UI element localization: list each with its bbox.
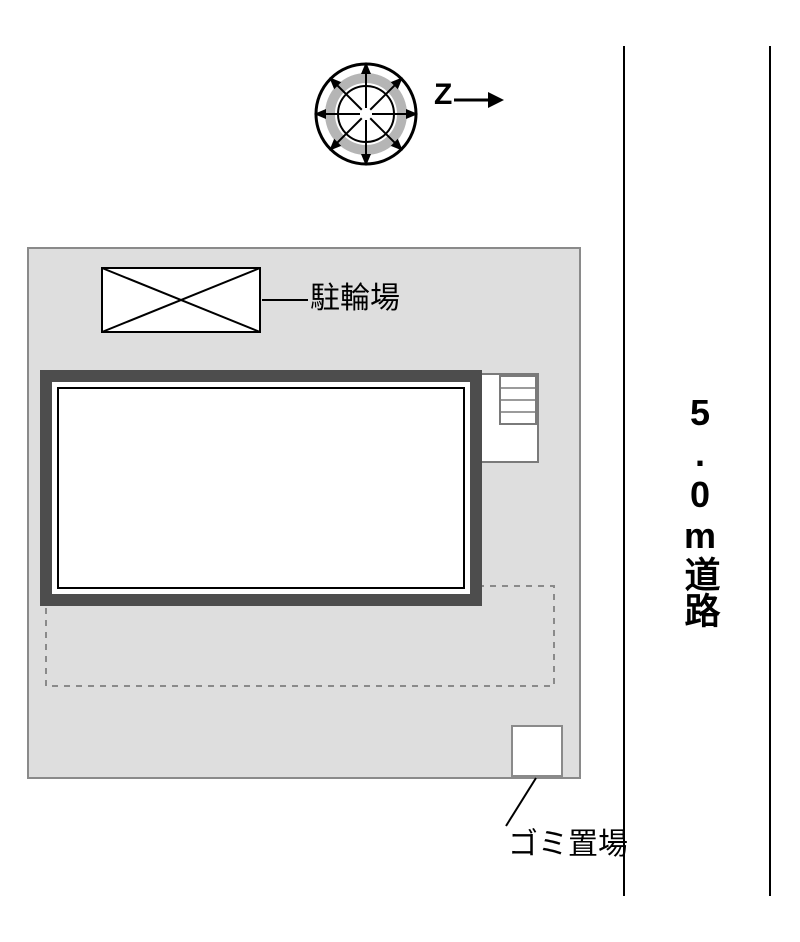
building-inner [58,388,464,588]
compass-label: Z [434,78,452,111]
trash-area-label: ゴミ置場 [508,828,628,861]
compass-icon: Z [314,62,504,166]
bike-parking-label: 駐輪場 [310,282,400,315]
site-plan-diagram: 駐輪場ゴミ置場 5.0m道路 Z [0,0,800,942]
porch-area [476,374,538,462]
compass-arrow-head [488,92,504,108]
road-label: 5.0m道路 [680,392,721,628]
trash-area-box [512,726,562,776]
trash-area-leader [506,778,536,826]
